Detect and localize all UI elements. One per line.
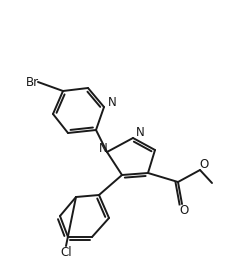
- Text: N: N: [135, 126, 144, 139]
- Text: Br: Br: [26, 76, 39, 88]
- Text: N: N: [107, 97, 116, 110]
- Text: N: N: [98, 142, 107, 154]
- Text: O: O: [198, 158, 208, 171]
- Text: O: O: [179, 204, 188, 216]
- Text: Cl: Cl: [60, 246, 72, 258]
